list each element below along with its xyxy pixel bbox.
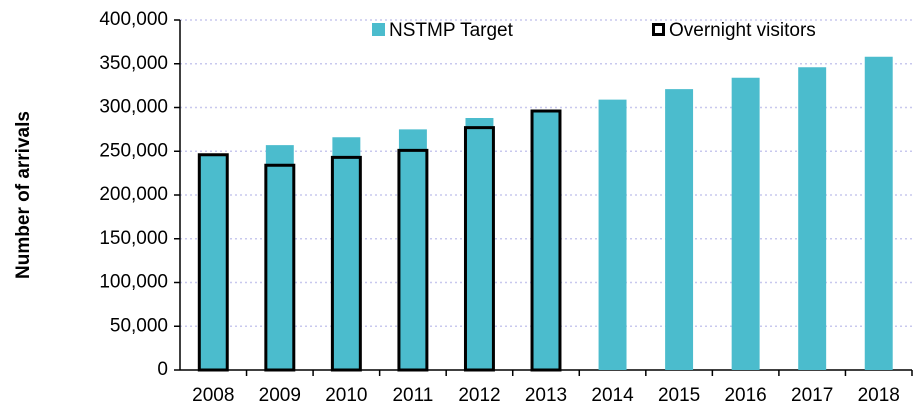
bar [199, 154, 228, 370]
bar-outline [397, 148, 429, 372]
legend-label: Overnight visitors [669, 20, 816, 41]
bar-outline [264, 163, 296, 372]
x-tick-label: 2010 [325, 385, 367, 406]
legend-label: NSTMP Target [389, 20, 514, 41]
bar [665, 89, 694, 370]
x-tick-label: 2013 [525, 385, 567, 406]
y-tick-label: 50,000 [110, 315, 168, 336]
y-tick-label: 200,000 [99, 184, 168, 205]
x-tick-label: 2015 [658, 385, 700, 406]
x-tick-label: 2018 [858, 385, 900, 406]
legend-swatch [652, 23, 665, 36]
y-tick-label: 300,000 [99, 97, 168, 118]
bar [332, 137, 361, 370]
y-tick-label: 400,000 [99, 9, 168, 30]
legend-swatch [372, 23, 385, 36]
x-tick-label: 2016 [724, 385, 766, 406]
bar [598, 99, 627, 370]
y-tick-label: 100,000 [99, 272, 168, 293]
bar-outline [330, 155, 362, 372]
bar [864, 56, 893, 370]
y-tick-label: 150,000 [99, 228, 168, 249]
bar [265, 145, 294, 370]
y-tick-label: 0 [157, 359, 168, 380]
y-tick-label: 250,000 [99, 140, 168, 161]
x-tick-label: 2012 [458, 385, 500, 406]
y-tick-label: 350,000 [99, 53, 168, 74]
bar [465, 118, 494, 370]
x-tick-label: 2008 [192, 385, 234, 406]
x-tick-label: 2017 [791, 385, 833, 406]
bar-outline [530, 109, 562, 372]
y-axis-title: Number of arrivals [13, 111, 34, 279]
x-tick-label: 2009 [259, 385, 301, 406]
bar [731, 77, 760, 370]
bar [532, 111, 560, 370]
bar [798, 67, 827, 370]
bar-outline [197, 153, 229, 372]
x-tick-label: 2011 [392, 385, 433, 406]
bar [398, 129, 427, 370]
bar-outline [463, 126, 495, 372]
x-tick-label: 2014 [591, 385, 634, 406]
